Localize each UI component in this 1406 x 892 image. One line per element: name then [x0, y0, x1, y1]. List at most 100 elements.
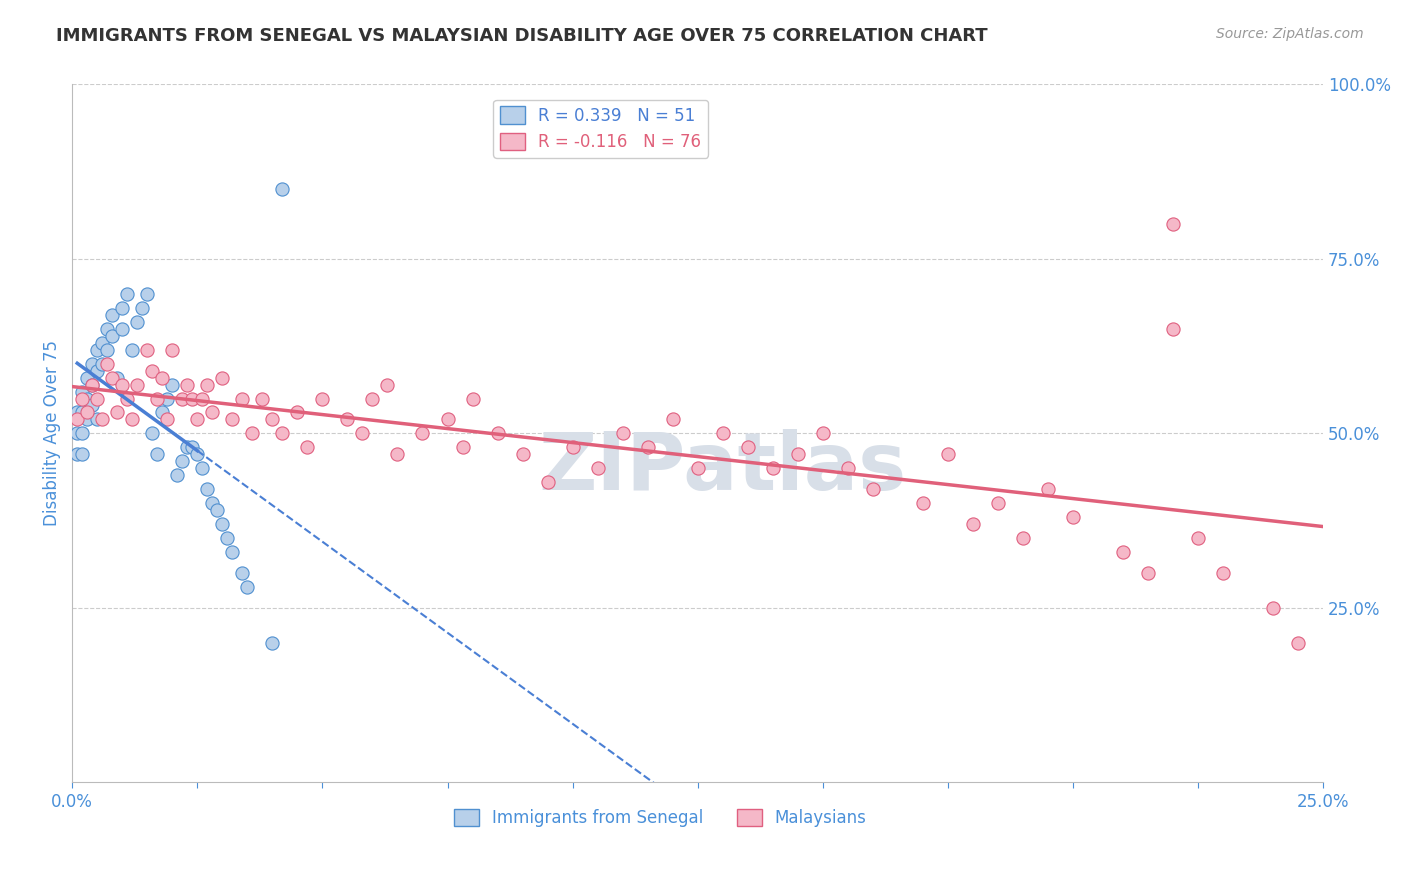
Point — [377, 377, 399, 392]
Point — [82, 377, 104, 392]
Point — [217, 531, 239, 545]
Point — [1036, 482, 1059, 496]
Point — [176, 377, 198, 392]
Point — [1062, 510, 1084, 524]
Point — [76, 392, 98, 406]
Point — [150, 405, 173, 419]
Point — [987, 496, 1010, 510]
Point — [186, 447, 208, 461]
Point — [311, 392, 333, 406]
Point — [121, 412, 143, 426]
Point — [101, 328, 124, 343]
Point — [86, 392, 108, 406]
Point — [91, 357, 114, 371]
Point — [236, 580, 259, 594]
Point — [76, 405, 98, 419]
Point — [207, 503, 229, 517]
Point — [1112, 545, 1135, 559]
Point — [211, 517, 233, 532]
Point — [221, 412, 243, 426]
Point — [811, 426, 834, 441]
Point — [1012, 531, 1035, 545]
Point — [1161, 217, 1184, 231]
Point — [146, 392, 169, 406]
Point — [166, 468, 188, 483]
Point — [436, 412, 458, 426]
Point — [70, 447, 93, 461]
Point — [82, 357, 104, 371]
Point — [201, 496, 224, 510]
Legend: Immigrants from Senegal, Malaysians: Immigrants from Senegal, Malaysians — [447, 802, 873, 833]
Point — [191, 392, 214, 406]
Text: IMMIGRANTS FROM SENEGAL VS MALAYSIAN DISABILITY AGE OVER 75 CORRELATION CHART: IMMIGRANTS FROM SENEGAL VS MALAYSIAN DIS… — [56, 27, 988, 45]
Point — [195, 482, 218, 496]
Point — [117, 286, 139, 301]
Point — [105, 405, 128, 419]
Point — [96, 357, 118, 371]
Point — [297, 441, 319, 455]
Point — [136, 286, 159, 301]
Point — [66, 426, 89, 441]
Point — [1161, 322, 1184, 336]
Point — [221, 545, 243, 559]
Point — [127, 315, 149, 329]
Point — [86, 363, 108, 377]
Point — [1137, 566, 1160, 580]
Point — [141, 426, 163, 441]
Point — [127, 377, 149, 392]
Point — [146, 447, 169, 461]
Point — [150, 370, 173, 384]
Point — [561, 441, 583, 455]
Point — [1286, 636, 1309, 650]
Point — [486, 426, 509, 441]
Point — [862, 482, 884, 496]
Point — [70, 405, 93, 419]
Point — [211, 370, 233, 384]
Point — [195, 377, 218, 392]
Point — [96, 343, 118, 357]
Point — [762, 461, 785, 475]
Point — [111, 301, 134, 315]
Point — [82, 377, 104, 392]
Point — [1212, 566, 1234, 580]
Point — [76, 412, 98, 426]
Point — [172, 454, 194, 468]
Point — [105, 370, 128, 384]
Point — [96, 322, 118, 336]
Point — [786, 447, 808, 461]
Point — [82, 399, 104, 413]
Point — [387, 447, 409, 461]
Point — [181, 441, 204, 455]
Point — [156, 392, 179, 406]
Point — [91, 335, 114, 350]
Point — [86, 343, 108, 357]
Text: ZIPatlas: ZIPatlas — [538, 429, 907, 508]
Point — [131, 301, 153, 315]
Point — [86, 412, 108, 426]
Point — [461, 392, 484, 406]
Point — [231, 566, 253, 580]
Point — [156, 412, 179, 426]
Point — [936, 447, 959, 461]
Point — [612, 426, 634, 441]
Point — [70, 426, 93, 441]
Point — [91, 412, 114, 426]
Point — [451, 441, 474, 455]
Point — [1261, 600, 1284, 615]
Point — [172, 392, 194, 406]
Point — [737, 441, 759, 455]
Point — [271, 182, 294, 196]
Point — [101, 370, 124, 384]
Point — [111, 322, 134, 336]
Point — [837, 461, 859, 475]
Point — [962, 517, 984, 532]
Point — [101, 308, 124, 322]
Point — [262, 412, 284, 426]
Point — [411, 426, 433, 441]
Point — [162, 377, 184, 392]
Point — [512, 447, 534, 461]
Point — [287, 405, 309, 419]
Point — [111, 377, 134, 392]
Y-axis label: Disability Age Over 75: Disability Age Over 75 — [44, 341, 60, 526]
Point — [586, 461, 609, 475]
